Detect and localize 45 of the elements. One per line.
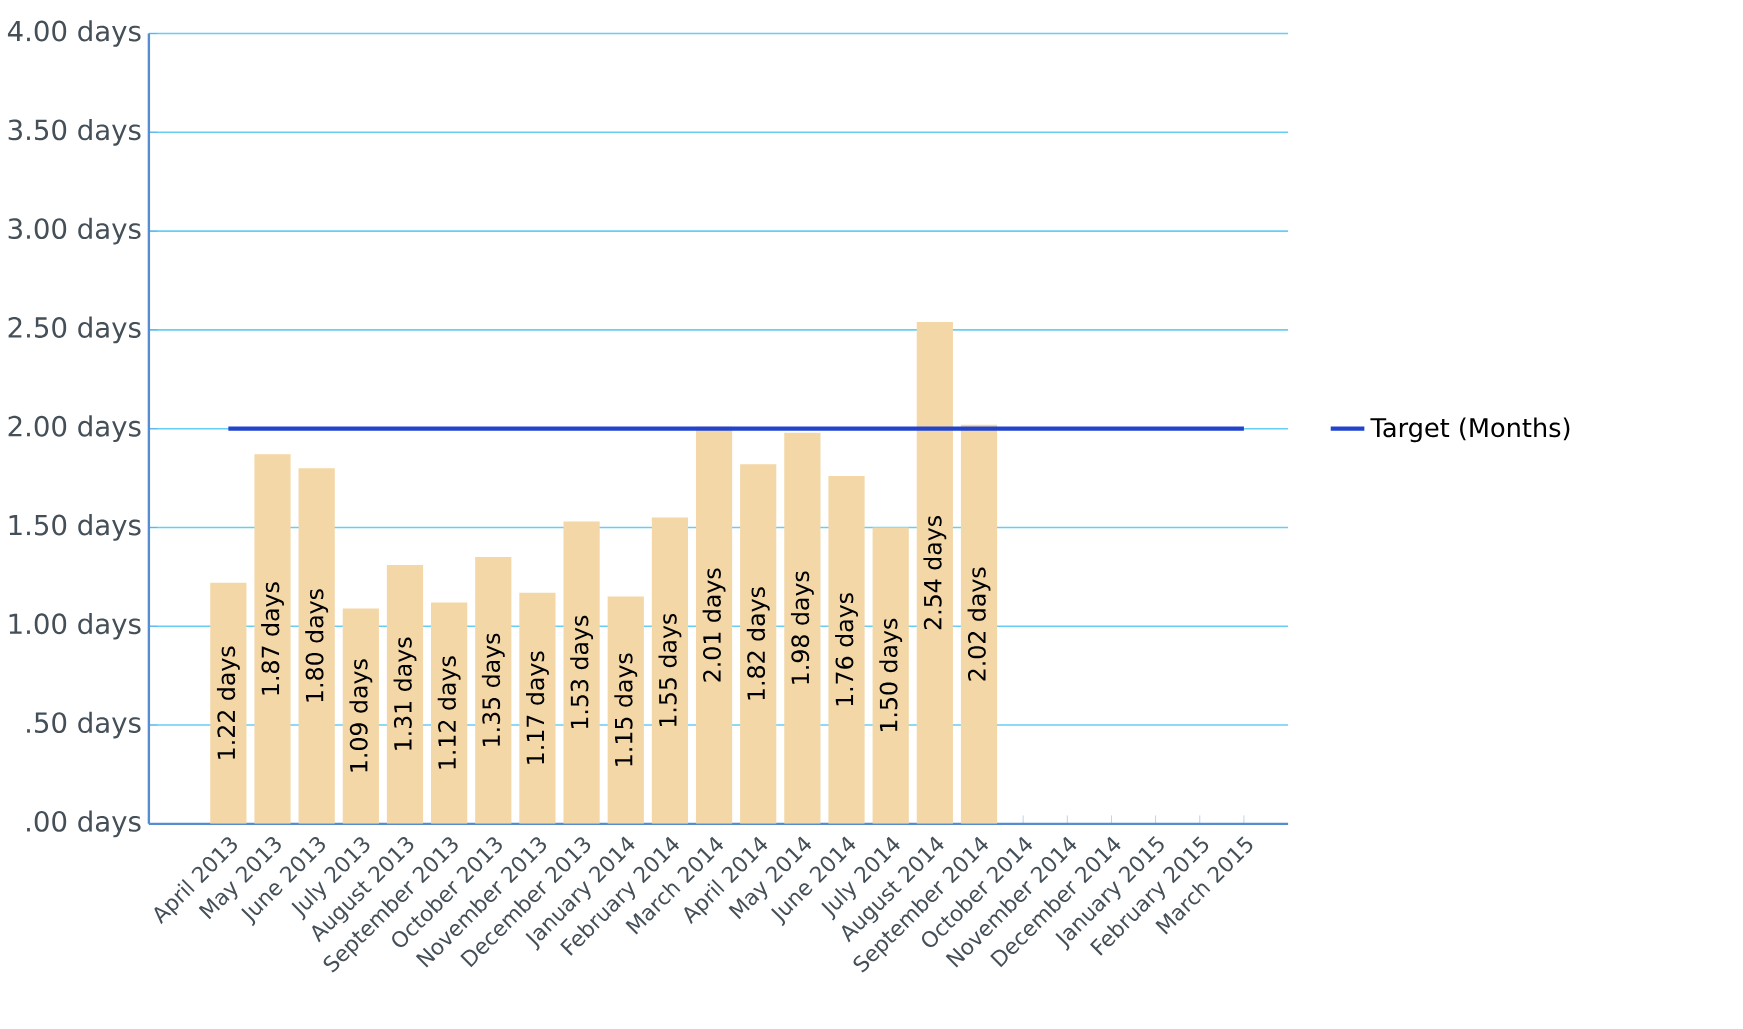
data-label: 1.53 days [570,615,594,729]
y-tick-label: .50 days [27,711,141,739]
data-label: 1.87 days [261,582,284,695]
bar [828,476,865,824]
data-label: 1.82 days [746,587,770,700]
bar [607,596,644,824]
y-tick-label: .00 days [27,810,141,838]
bar [475,557,512,824]
bar [519,592,556,824]
bar [872,527,909,824]
y-tick-label: 1.50 days [9,514,141,541]
data-label: 2.01 days [702,568,726,682]
data-label: 1.22 days [216,646,240,759]
y-tick-label: 4.00 days [7,20,141,47]
bar [960,424,998,824]
y-tick-label: 2.50 days [8,316,141,344]
y-tick-label: 1.00 days [9,613,141,640]
bar [386,565,424,824]
bar [342,608,379,824]
bar [298,468,335,824]
bar [651,517,689,824]
data-label: 1.55 days [658,613,682,727]
data-label: 1.76 days [835,593,858,706]
data-label: 2.54 days [923,516,947,630]
data-label: 1.35 days [481,633,505,746]
data-label: 1.09 days [349,659,373,772]
data-label: 1.98 days [790,571,814,684]
bar [916,322,953,824]
y-tick-label: 3.50 days [8,119,141,146]
bar [210,582,247,824]
bar [254,454,291,824]
data-label: 1.12 days [437,656,461,769]
bar [784,432,821,824]
data-label: 1.50 days [879,618,903,732]
legend-label: Target (Months) [1370,417,1570,443]
data-label: 1.15 days [614,653,638,766]
data-label: 1.80 days [305,589,329,702]
data-label: 2.02 days [967,567,991,681]
y-tick-label: 3.00 days [8,217,141,245]
data-label: 1.17 days [526,651,549,764]
data-label: 1.31 days [393,637,417,750]
bar [563,521,600,824]
y-tick-label: 2.00 days [8,415,141,443]
bar [740,464,777,824]
bar [431,602,468,824]
